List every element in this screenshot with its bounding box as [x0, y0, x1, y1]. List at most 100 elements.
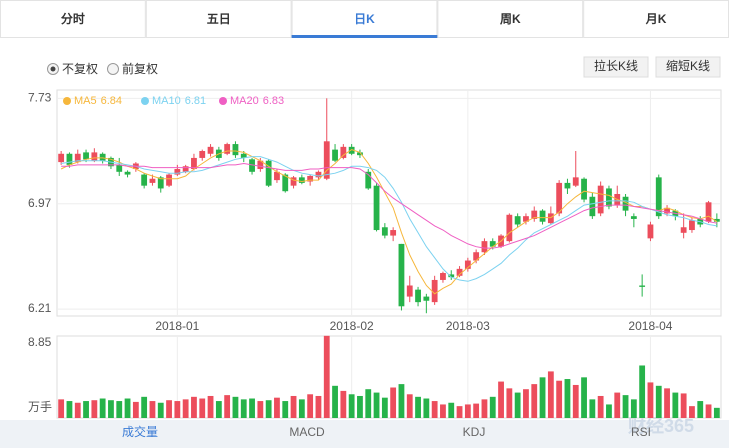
candle-body — [664, 207, 670, 214]
candle-body — [265, 160, 272, 186]
candle-body — [398, 243, 405, 307]
candle-body — [539, 210, 546, 222]
volume-bar — [149, 401, 156, 418]
volume-bar — [166, 400, 172, 418]
volume-bar — [456, 406, 463, 418]
radio[interactable] — [107, 63, 119, 75]
candle-body — [448, 274, 455, 278]
candle-body — [647, 224, 654, 239]
legend-name: MA20 — [230, 95, 259, 107]
volume-bar — [639, 365, 646, 418]
candle-body — [365, 171, 372, 189]
tab[interactable] — [583, 0, 729, 38]
volume-bar — [556, 380, 563, 418]
candle-body — [257, 160, 264, 170]
tab-label[interactable]: 周K — [500, 12, 521, 26]
volume-bar — [99, 398, 106, 418]
tab-label[interactable]: 五日 — [207, 12, 231, 26]
volume-bar — [390, 387, 397, 418]
candle-body — [373, 185, 380, 231]
indicator-tab[interactable]: KDJ — [463, 425, 486, 439]
volume-bar — [464, 404, 471, 418]
tab-label[interactable]: 月K — [645, 12, 667, 26]
volume-bar — [174, 401, 181, 418]
tab[interactable] — [145, 0, 292, 38]
volume-bar — [357, 395, 363, 418]
candle-body — [149, 178, 156, 183]
volume-bar — [132, 401, 139, 418]
volume-bar — [531, 384, 538, 418]
volume-bar — [207, 395, 214, 418]
candle-body — [141, 174, 148, 186]
candle-body — [74, 153, 81, 163]
volume-bar — [373, 392, 380, 418]
candle-body — [630, 216, 637, 219]
tab[interactable] — [0, 0, 146, 38]
indicator-bar — [0, 420, 729, 448]
indicator-tab[interactable]: 成交量 — [122, 424, 158, 439]
button[interactable] — [583, 56, 649, 78]
legend-dot — [141, 97, 149, 105]
legend-dot — [219, 97, 227, 105]
candle-body — [91, 152, 98, 161]
x-tick-label: 2018-04 — [628, 319, 672, 333]
candle-body — [381, 227, 388, 236]
candle-body — [506, 214, 513, 242]
volume-bar — [108, 400, 114, 418]
volume-bar — [315, 395, 322, 418]
candle-body — [473, 252, 480, 261]
indicator-tab[interactable]: MACD — [289, 425, 325, 439]
candle-body — [713, 218, 720, 222]
radio-label[interactable]: 前复权 — [122, 61, 158, 76]
indicator-tab[interactable]: RSI — [631, 425, 651, 439]
volume-bar — [182, 399, 189, 418]
button-label[interactable]: 拉长K线 — [594, 58, 638, 73]
legend-value: 6.81 — [185, 95, 206, 107]
candle-body — [431, 279, 438, 303]
y-tick-label: 6.97 — [28, 196, 52, 210]
volume-bar — [423, 398, 430, 418]
volume-bar — [232, 396, 239, 418]
candle-body — [66, 153, 73, 165]
candle-body — [182, 166, 189, 172]
candle-body — [581, 178, 587, 200]
candle-body — [357, 152, 363, 156]
volume-bar — [523, 389, 529, 418]
tab-underline — [291, 35, 438, 38]
volume-bar — [398, 384, 405, 418]
legend-name: MA5 — [74, 95, 97, 107]
volume-bar — [66, 401, 73, 418]
tab[interactable] — [437, 0, 584, 38]
volume-bar — [191, 396, 197, 418]
candle-body — [207, 146, 214, 154]
volume-bar — [713, 407, 720, 418]
volume-bar — [630, 399, 637, 418]
tab-label[interactable]: 分时 — [61, 11, 85, 26]
candle-body — [564, 182, 571, 189]
button-label[interactable]: 缩短K线 — [666, 58, 710, 73]
candle-body — [348, 146, 355, 154]
volume-bar — [265, 400, 272, 418]
legend-value: 6.83 — [263, 95, 284, 107]
legend-value: 6.84 — [101, 95, 122, 107]
button[interactable] — [655, 56, 721, 78]
volume-bar — [83, 401, 89, 418]
volume-bar — [415, 396, 421, 418]
candle-body — [622, 196, 629, 211]
candle-body — [191, 157, 197, 170]
volume-bar — [74, 402, 81, 418]
candle-body — [572, 177, 579, 186]
candle-body — [224, 144, 231, 154]
ma-line — [61, 156, 717, 282]
candle-body — [547, 213, 554, 224]
volume-bar — [348, 394, 355, 418]
candle-body — [99, 153, 106, 161]
tab-label[interactable]: 日K — [354, 12, 375, 26]
candle-body — [166, 174, 172, 186]
radio-label[interactable]: 不复权 — [62, 62, 98, 76]
volume-bar — [307, 394, 314, 418]
candle-body — [531, 210, 538, 219]
volume-bar — [564, 379, 571, 418]
candle-body — [174, 169, 181, 175]
